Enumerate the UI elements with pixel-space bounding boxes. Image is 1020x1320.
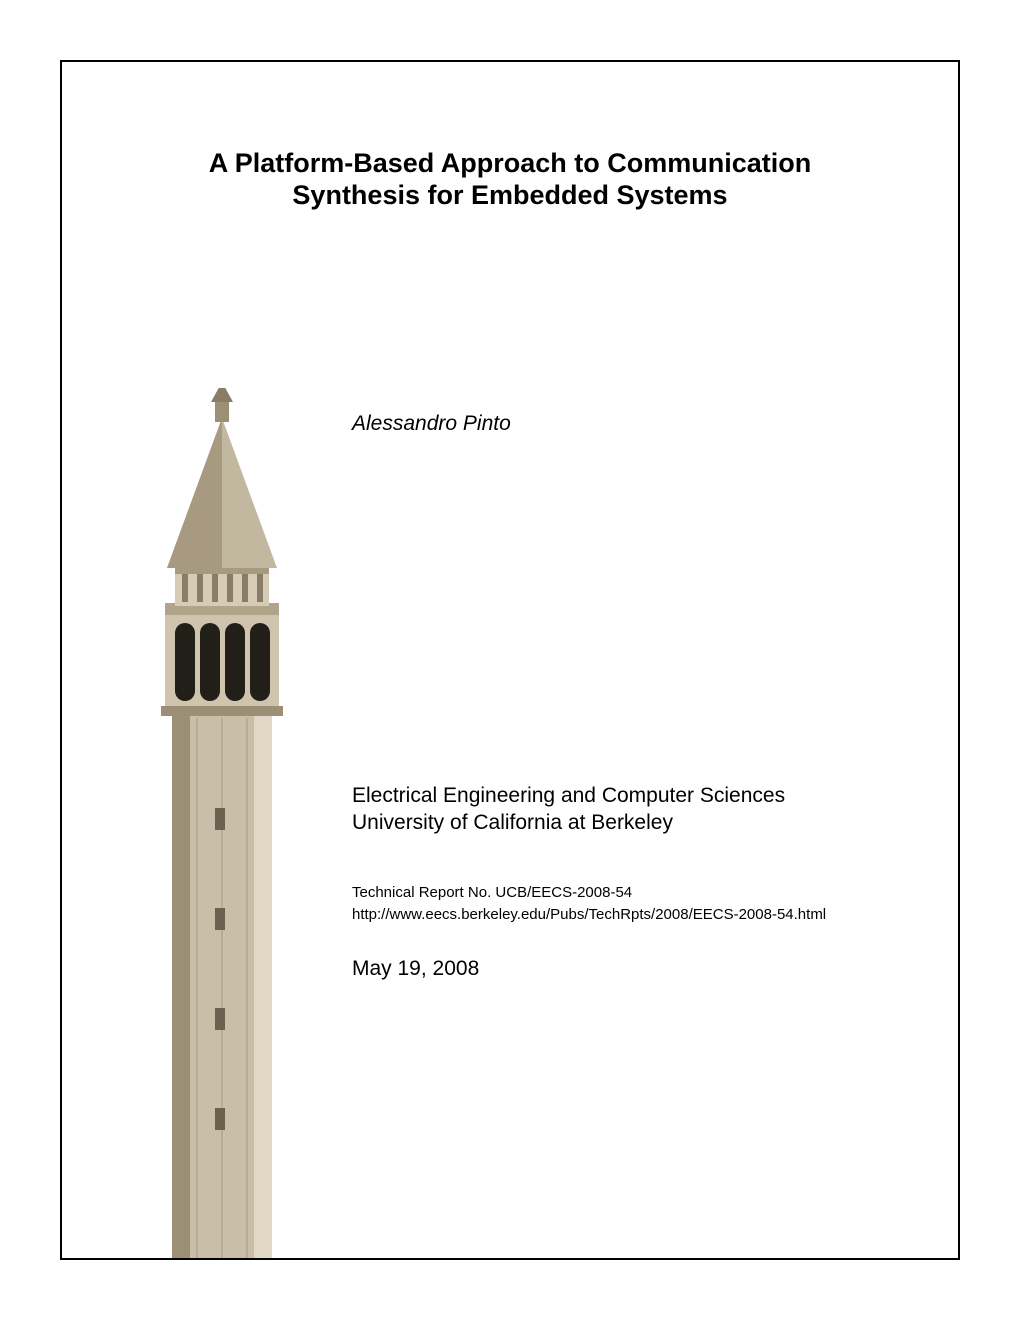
title-block: A Platform-Based Approach to Communicati… bbox=[62, 147, 958, 212]
title-line-1: A Platform-Based Approach to Communicati… bbox=[102, 147, 918, 179]
author-name: Alessandro Pinto bbox=[352, 412, 511, 436]
title-line-2: Synthesis for Embedded Systems bbox=[102, 179, 918, 211]
department-line-1: Electrical Engineering and Computer Scie… bbox=[352, 782, 785, 809]
report-number: Technical Report No. UCB/EECS-2008-54 bbox=[352, 882, 826, 904]
page-border: A Platform-Based Approach to Communicati… bbox=[60, 60, 960, 1260]
campanile-tower-icon bbox=[127, 388, 317, 1258]
department-block: Electrical Engineering and Computer Scie… bbox=[352, 782, 785, 837]
report-date: May 19, 2008 bbox=[352, 957, 479, 981]
report-url: http://www.eecs.berkeley.edu/Pubs/TechRp… bbox=[352, 904, 826, 926]
report-block: Technical Report No. UCB/EECS-2008-54 ht… bbox=[352, 882, 826, 926]
department-line-2: University of California at Berkeley bbox=[352, 809, 785, 836]
